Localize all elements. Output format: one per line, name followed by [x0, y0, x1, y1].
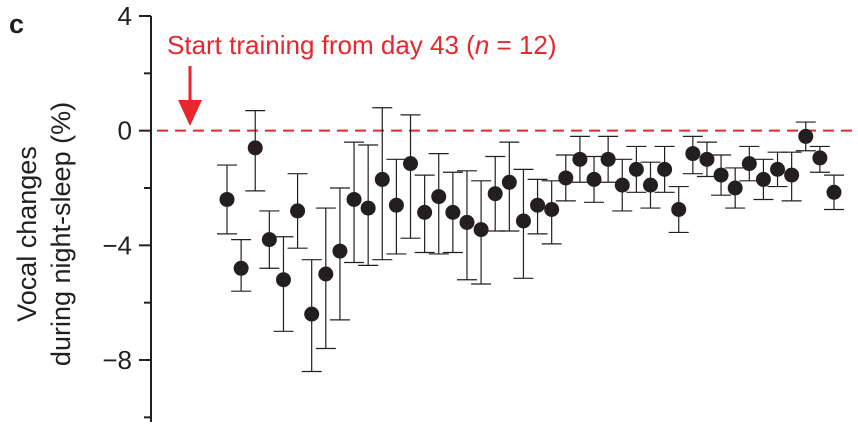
- data-point: [798, 128, 814, 144]
- data-point: [275, 272, 291, 288]
- data-point: [642, 177, 658, 193]
- annotation-arrow-head: [178, 100, 202, 126]
- data-point: [515, 213, 531, 229]
- annotation-arrow: [178, 66, 202, 126]
- y-ticks: [139, 15, 151, 419]
- y-axis-title-line1: Vocal changes: [12, 146, 42, 322]
- annotation-text-italic: n: [475, 30, 489, 60]
- y-tick-label: 0: [118, 116, 132, 146]
- data-point: [374, 171, 390, 187]
- data-points: [219, 128, 842, 322]
- data-point: [699, 151, 715, 167]
- data-point: [219, 191, 235, 207]
- y-axis-title: Vocal changes during night-sleep (%): [12, 102, 76, 366]
- annotation-text-before: Start training from day 43 (: [167, 30, 475, 60]
- data-point: [332, 243, 348, 259]
- data-point: [770, 161, 786, 177]
- data-point: [445, 204, 461, 220]
- data-point: [318, 266, 334, 282]
- data-point: [600, 151, 616, 167]
- data-point: [586, 171, 602, 187]
- data-point: [290, 203, 306, 219]
- data-point: [233, 260, 249, 276]
- y-tick-label: −4: [102, 230, 132, 260]
- panel-label: c: [9, 9, 24, 39]
- y-axis-title-line2: during night-sleep (%): [46, 102, 76, 366]
- data-point: [628, 161, 644, 177]
- data-point: [826, 184, 842, 200]
- data-point: [417, 204, 433, 220]
- data-point: [304, 306, 320, 322]
- data-point: [755, 171, 771, 187]
- error-bar: [400, 114, 421, 239]
- annotation-text-after: = 12): [489, 30, 556, 60]
- data-point: [501, 174, 517, 190]
- data-point: [558, 170, 574, 186]
- y-tick-label: 4: [118, 1, 132, 31]
- data-point: [713, 167, 729, 183]
- data-point: [657, 161, 673, 177]
- data-point: [346, 191, 362, 207]
- data-point: [360, 200, 376, 216]
- y-tick-labels: 4 0 −4 −8: [102, 1, 132, 375]
- data-point: [544, 202, 560, 217]
- data-point: [459, 214, 475, 230]
- data-point: [572, 151, 588, 167]
- data-point: [812, 150, 828, 166]
- data-point: [403, 156, 419, 172]
- data-point: [671, 202, 687, 217]
- data-point: [247, 140, 263, 156]
- data-point: [388, 197, 404, 213]
- error-bars: [217, 107, 844, 373]
- annotation-text: Start training from day 43 (n = 12): [167, 30, 557, 60]
- y-tick-label: −8: [102, 345, 132, 375]
- data-point: [614, 177, 630, 193]
- data-point: [487, 186, 503, 202]
- data-point: [431, 189, 447, 205]
- data-point: [784, 167, 800, 183]
- data-point: [685, 146, 701, 162]
- data-point: [530, 197, 546, 213]
- data-point: [473, 222, 489, 238]
- data-point: [741, 156, 757, 172]
- data-point: [727, 180, 743, 196]
- data-point: [261, 232, 277, 248]
